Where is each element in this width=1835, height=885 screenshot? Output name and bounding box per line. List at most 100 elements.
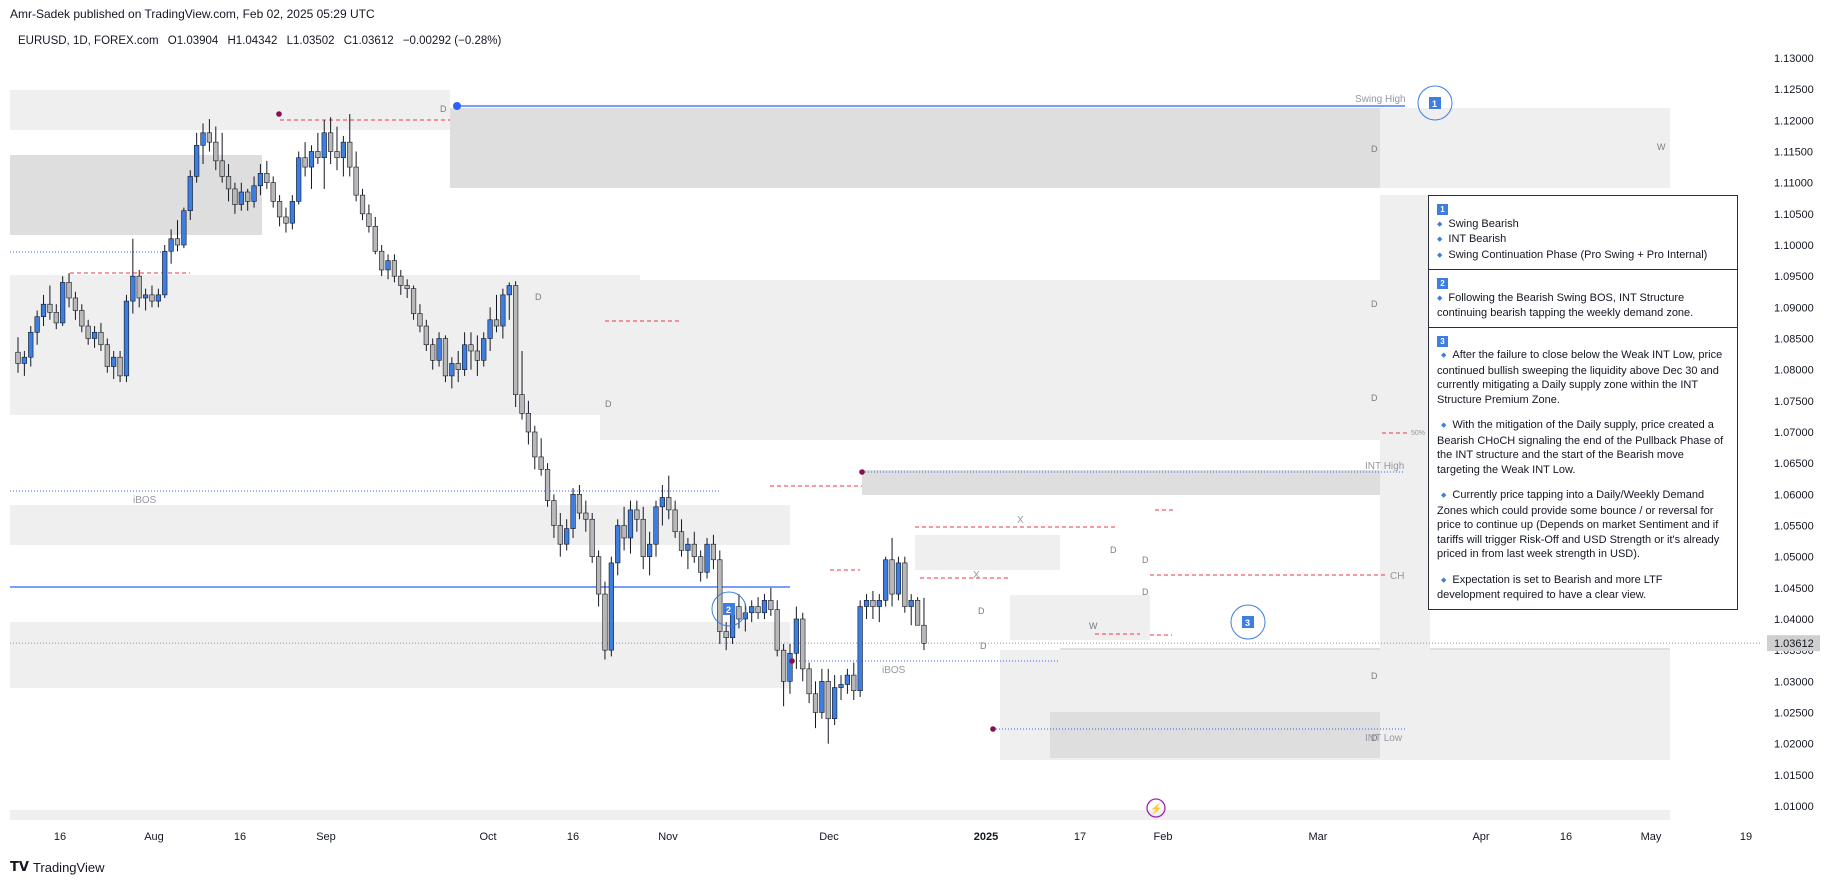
candle-body xyxy=(130,275,136,302)
candle-body xyxy=(257,173,264,187)
badge-2: 2 xyxy=(1437,278,1448,289)
zone-letter: D xyxy=(1371,144,1378,154)
y-tick-label: 1.05000 xyxy=(1774,552,1814,564)
candle-body xyxy=(168,238,174,252)
candle-body xyxy=(704,543,710,573)
candle-body xyxy=(525,412,531,433)
candle-body xyxy=(589,518,595,557)
analysis-paragraph: After the failure to close below the Wea… xyxy=(1437,348,1727,407)
candle-body xyxy=(863,599,870,607)
candle-body xyxy=(206,132,213,143)
candle-body xyxy=(819,681,825,713)
symbol-legend: EURUSD, 1D, FOREX.com O1.03904 H1.04342 … xyxy=(18,35,507,47)
candle-body xyxy=(768,599,774,610)
analysis-item: Swing Bearish xyxy=(1437,217,1727,233)
zone-letter: D xyxy=(1142,555,1149,565)
y-tick-label: 1.10500 xyxy=(1774,209,1814,221)
candle-body xyxy=(621,525,627,539)
candle-body xyxy=(908,599,914,607)
candle-body xyxy=(538,456,544,470)
zone-letter: D xyxy=(978,606,985,616)
zone-letter: D xyxy=(1371,671,1378,681)
candle-body xyxy=(615,525,621,564)
candle-body xyxy=(334,151,340,159)
candle-body xyxy=(117,356,123,377)
candle-body xyxy=(468,344,474,352)
analysis-box: 1 Swing Bearish INT Bearish Swing Contin… xyxy=(1428,195,1738,610)
candle-body xyxy=(155,294,161,302)
x-tick-label: Nov xyxy=(658,831,678,843)
demand-supply-zone xyxy=(1380,108,1670,188)
legend-change: −0.00292 (−0.28%) xyxy=(402,35,502,47)
y-tick-label: 1.12500 xyxy=(1774,84,1814,96)
candle-body xyxy=(519,394,525,414)
candle-body xyxy=(902,562,908,607)
candle-body xyxy=(506,285,512,296)
demand-supply-zone xyxy=(10,810,1670,820)
candle-body xyxy=(238,191,244,205)
candle-body xyxy=(825,681,831,720)
demand-supply-zone xyxy=(600,280,1380,440)
int-low-label: INT Low xyxy=(1365,733,1403,744)
x-tick-label: Oct xyxy=(479,831,496,843)
x-tick-label: 17 xyxy=(1074,831,1086,843)
candle-body xyxy=(557,525,563,545)
zone-letter: W xyxy=(1657,142,1666,152)
candle-body xyxy=(883,559,889,601)
candle-body xyxy=(353,166,359,196)
step-circle xyxy=(711,591,747,627)
candle-body xyxy=(500,294,506,327)
candle-body xyxy=(47,303,53,313)
demand-supply-zone xyxy=(10,622,790,688)
candle-body xyxy=(513,285,519,395)
candle-body xyxy=(225,176,232,190)
demand-supply-zone xyxy=(1050,712,1380,758)
candle-body xyxy=(851,674,857,691)
x-tick-label: May xyxy=(1641,831,1662,843)
candle-body xyxy=(66,282,72,299)
candle-body xyxy=(219,160,225,177)
candle-body xyxy=(60,282,66,324)
step-badge xyxy=(723,603,735,615)
candle-body xyxy=(634,509,640,520)
candle-body xyxy=(283,216,289,224)
candle-body xyxy=(914,599,921,626)
legend-symbol[interactable]: EURUSD, 1D, FOREX.com xyxy=(18,35,159,47)
y-tick-label: 1.11500 xyxy=(1774,147,1813,159)
zone-letter: D xyxy=(605,399,612,409)
candle-body xyxy=(710,543,717,561)
candle-body xyxy=(889,559,895,595)
analysis-item: Following the Bearish Swing BOS, INT Str… xyxy=(1437,291,1727,321)
candle-body xyxy=(162,250,168,296)
candle-body xyxy=(595,556,602,595)
candle-body xyxy=(308,151,315,168)
candle-body xyxy=(276,201,283,218)
candle-body xyxy=(449,363,455,377)
publish-line: Amr-Sadek published on TradingView.com, … xyxy=(10,7,375,21)
tradingview-logo-icon[interactable]: 𝗧𝗩 xyxy=(10,860,29,875)
candle-body xyxy=(698,556,704,573)
analysis-section-2: 2 Following the Bearish Swing BOS, INT S… xyxy=(1429,270,1737,328)
swing-high-label: Swing High xyxy=(1355,94,1406,105)
analysis-item: INT Bearish xyxy=(1437,232,1727,248)
candle-body xyxy=(895,562,902,595)
candle-body xyxy=(232,188,238,205)
candle-body xyxy=(838,684,844,688)
badge-1: 1 xyxy=(1437,204,1448,215)
candle-body xyxy=(608,562,614,651)
candle-body xyxy=(442,338,449,377)
zone-letter: D xyxy=(1110,545,1117,555)
candle-body xyxy=(659,497,665,508)
y-tick-label: 1.04500 xyxy=(1774,583,1814,595)
zone-letter: W xyxy=(1089,621,1098,631)
footer-brand[interactable]: TradingView xyxy=(32,860,105,875)
candle-body xyxy=(544,469,551,501)
candle-body xyxy=(436,338,442,361)
ibos-label: iBOS xyxy=(882,665,906,676)
candle-body xyxy=(576,494,583,514)
x-tick-label: Apr xyxy=(1472,831,1489,843)
y-tick-label: 1.11000 xyxy=(1774,178,1813,190)
candle-body xyxy=(104,344,110,367)
candle-body xyxy=(359,194,366,215)
